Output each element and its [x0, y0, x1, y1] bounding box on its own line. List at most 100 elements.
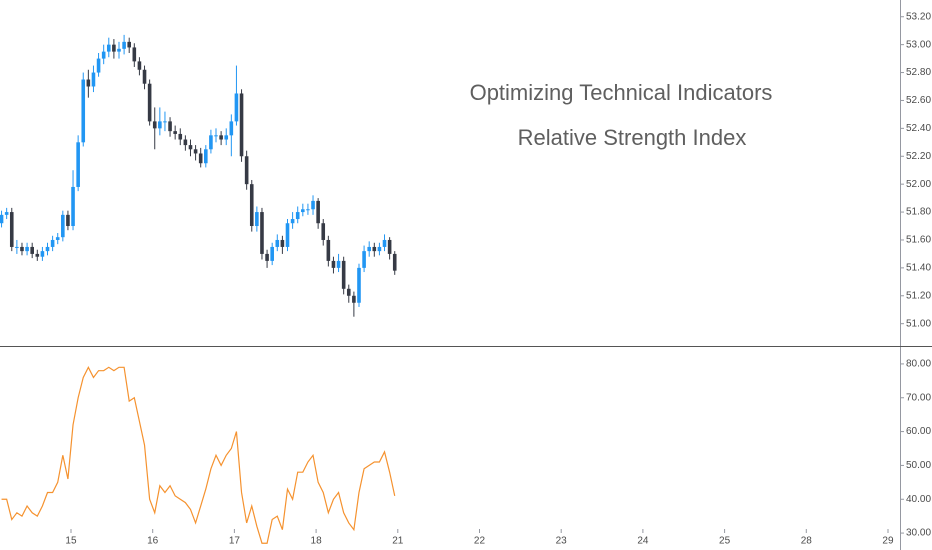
x-tick-label: 21 — [392, 536, 404, 547]
candle-body — [219, 135, 223, 140]
candle-body — [30, 246, 34, 254]
candle-body — [142, 69, 147, 84]
x-tick-label: 29 — [882, 536, 894, 547]
candle-body — [147, 83, 152, 122]
chart-subtitle: Relative Strength Index — [518, 125, 747, 150]
y-tick-label: 52.40 — [906, 123, 931, 134]
y-tick-label: 53.20 — [906, 11, 931, 22]
candle-body — [326, 239, 331, 261]
candle-body — [244, 156, 249, 185]
candle-body — [249, 184, 254, 227]
candle-body — [331, 260, 336, 268]
price-panel — [0, 34, 397, 317]
rsi-y-tick-label: 50.00 — [906, 460, 931, 471]
candle-body — [81, 79, 86, 143]
candle-body — [270, 246, 274, 261]
rsi-panel — [1, 365, 396, 544]
candle-body — [275, 239, 280, 247]
candle-body — [311, 200, 315, 210]
candle-body — [71, 186, 75, 227]
candle-body — [101, 51, 106, 59]
candle-body — [239, 93, 244, 157]
candle-body — [260, 212, 264, 254]
x-tick-label: 25 — [719, 536, 731, 547]
candle-body — [9, 212, 14, 247]
x-tick-label: 22 — [474, 536, 486, 547]
candle-body — [173, 131, 177, 134]
candle-body — [367, 246, 371, 252]
candle-body — [346, 288, 351, 296]
candle-body — [265, 253, 269, 261]
y-tick-label: 52.60 — [906, 95, 931, 106]
candle-body — [229, 121, 234, 136]
candle-body — [127, 41, 132, 48]
candle-body — [91, 72, 96, 87]
candle-body — [86, 79, 91, 87]
y-tick-label: 51.60 — [906, 235, 931, 246]
x-tick-label: 18 — [311, 536, 323, 547]
candle-body — [4, 212, 9, 215]
candle-body — [96, 58, 101, 73]
candle-body — [306, 209, 310, 211]
candle-body — [106, 44, 111, 52]
x-tick-label: 28 — [801, 536, 813, 547]
y-tick-label: 52.00 — [906, 179, 931, 190]
rsi-line — [1, 365, 396, 544]
candle-body — [357, 267, 361, 303]
candle-body — [55, 237, 60, 240]
candle-body — [117, 48, 121, 52]
candle-body — [61, 214, 65, 238]
candle-body — [387, 239, 392, 254]
candle-body — [316, 200, 320, 224]
x-tick-label: 15 — [65, 536, 77, 547]
y-tick-label: 52.80 — [906, 67, 931, 78]
candle-body — [76, 142, 80, 187]
candle-body — [158, 121, 162, 129]
y-tick-label: 51.40 — [906, 263, 931, 274]
candle-body — [352, 295, 356, 303]
candle-body — [234, 93, 239, 122]
candle-body — [66, 214, 70, 227]
candle-body — [204, 149, 208, 164]
x-tick-label: 16 — [147, 536, 159, 547]
candle-body — [341, 260, 346, 289]
candle-body — [392, 253, 397, 271]
candle-body — [285, 223, 290, 247]
rsi-y-tick-label: 60.00 — [906, 426, 931, 437]
candle-body — [163, 121, 167, 123]
candle-body — [40, 251, 45, 257]
candle-body — [132, 47, 137, 62]
candle-body — [280, 239, 285, 247]
candle-body — [178, 133, 183, 140]
x-tick-label: 24 — [637, 536, 649, 547]
rsi-y-tick-label: 40.00 — [906, 494, 931, 505]
candle-body — [122, 41, 126, 49]
candle-body — [188, 145, 193, 150]
candle-body — [35, 253, 40, 257]
candle-body — [336, 260, 341, 268]
candle-body — [224, 135, 229, 140]
candle-body — [137, 61, 142, 70]
y-tick-label: 53.00 — [906, 39, 931, 50]
candle-body — [321, 223, 326, 240]
x-tick-label: 23 — [556, 536, 568, 547]
rsi-y-tick-label: 70.00 — [906, 392, 931, 403]
candle-body — [168, 121, 172, 132]
candle-body — [382, 239, 387, 247]
candle-body — [0, 214, 4, 224]
y-tick-label: 51.20 — [906, 290, 931, 301]
y-tick-label: 52.20 — [906, 151, 931, 162]
candle-body — [15, 246, 19, 248]
candle-body — [50, 239, 55, 247]
candle-body — [301, 209, 305, 213]
candle-body — [362, 251, 366, 268]
candle-body — [372, 246, 377, 252]
y-tick-label: 51.80 — [906, 207, 931, 218]
y-tick-label: 51.00 — [906, 318, 931, 329]
candle-body — [183, 139, 188, 146]
candle-body — [45, 246, 50, 252]
candle-body — [209, 135, 213, 150]
candle-body — [25, 246, 29, 252]
